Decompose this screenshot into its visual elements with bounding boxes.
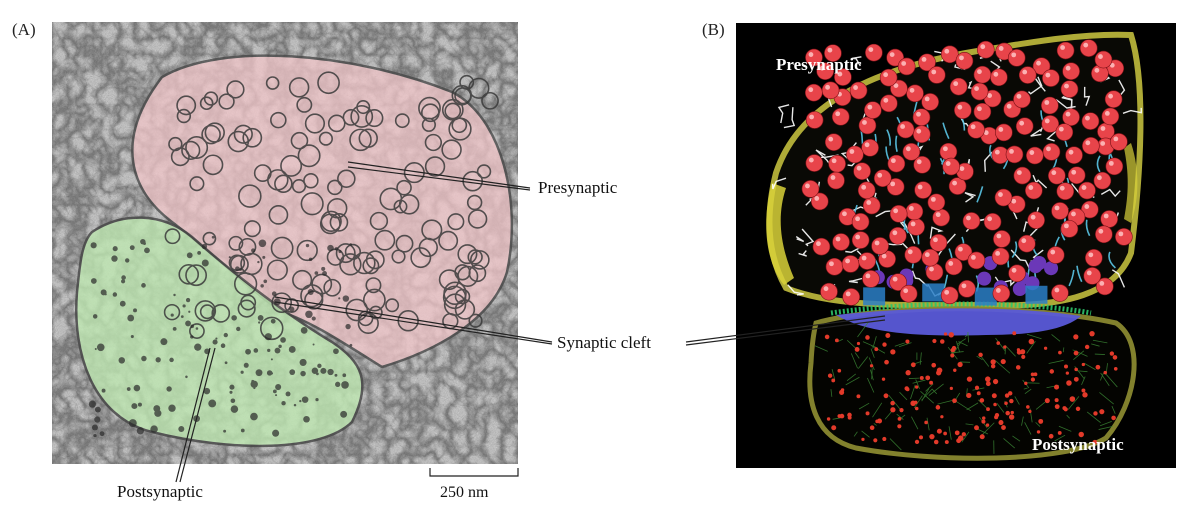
postsynaptic-callout: Postsynaptic	[117, 482, 203, 501]
electron-micrograph	[52, 22, 518, 464]
postsynaptic-label-b: Postsynaptic	[1032, 435, 1124, 454]
panel-b-label: (B)	[702, 20, 725, 39]
presynaptic-callout: Presynaptic	[538, 178, 618, 197]
panel-a-label: (A)	[12, 20, 36, 39]
reconstruction-image	[766, 31, 1144, 461]
synaptic-cleft-callout: Synaptic cleft	[557, 333, 651, 352]
micrograph-image	[52, 22, 518, 464]
synaptic-cleft-band	[836, 308, 1081, 336]
postsynaptic-region	[75, 216, 364, 448]
scale-bar-label: 250 nm	[440, 484, 489, 501]
scale-bar	[429, 468, 519, 477]
reconstruction-model: Presynaptic Postsynaptic	[736, 23, 1176, 468]
presynaptic-label-b: Presynaptic	[776, 55, 862, 74]
presynaptic-region	[131, 54, 514, 369]
